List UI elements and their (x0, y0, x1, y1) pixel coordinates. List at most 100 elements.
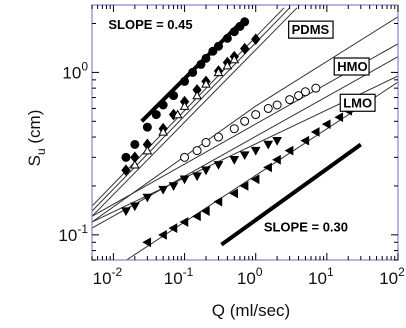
data-point (201, 53, 211, 63)
data-point (214, 41, 224, 51)
fit-line-3 (92, 16, 398, 223)
data-point (300, 87, 310, 97)
data-point (285, 95, 295, 105)
data-point (229, 54, 240, 64)
y-tick-label: 100 (62, 59, 88, 82)
data-point (130, 139, 140, 149)
data-point (263, 103, 273, 113)
data-point (310, 127, 320, 137)
label-pdms: PDMS (292, 22, 330, 37)
fit-line-1 (92, 7, 291, 212)
data-point (158, 185, 168, 195)
data-point (201, 78, 211, 88)
x-axis-label: Q (ml/sec) (212, 301, 290, 320)
data-point (250, 146, 261, 156)
data-point (142, 122, 152, 132)
data-point (213, 196, 223, 207)
data-point (240, 42, 250, 55)
data-point (250, 174, 260, 185)
y-axis-label: Su (cm) (25, 110, 48, 167)
axis-ticks (91, 5, 399, 261)
slope-reference-lines (140, 22, 362, 247)
data-point (311, 83, 321, 93)
data-point (129, 202, 140, 212)
data-point (222, 60, 233, 70)
data-point (201, 166, 211, 176)
data-point (263, 140, 274, 150)
data-point (213, 67, 224, 77)
series-3-circle-open (180, 83, 321, 162)
data-point (229, 156, 240, 165)
data-point (192, 211, 201, 222)
data-point (192, 172, 202, 182)
data-point (172, 109, 183, 119)
y-axis-label-sub: u (34, 148, 48, 155)
fit-line-2 (92, 7, 298, 217)
slope-label-1: SLOPE = 0.30 (264, 219, 348, 234)
data-point (251, 110, 261, 120)
data-point (158, 229, 167, 240)
data-point (284, 145, 294, 156)
y-tick-label: 10-1 (58, 222, 88, 245)
data-point (200, 206, 210, 216)
data-point (196, 59, 206, 69)
data-point (272, 136, 282, 146)
data-point (129, 159, 140, 169)
series-2-triangle-open (129, 54, 240, 169)
data-point (158, 126, 168, 136)
data-point (208, 46, 218, 56)
data-point (192, 90, 202, 100)
data-point (158, 100, 168, 110)
data-point (201, 138, 211, 148)
x-tick-label: 101 (308, 265, 334, 288)
label-box-lmo (339, 93, 376, 112)
data-point (321, 119, 331, 130)
annotations: SLOPE = 0.45 SLOPE = 0.30 PDMS HMO LMO (108, 17, 376, 234)
data-point (168, 182, 179, 191)
data-point (222, 33, 232, 43)
fit-lines (92, 7, 398, 260)
data-point (142, 145, 153, 155)
label-box-hmo (333, 57, 370, 76)
series-0-circle-filled (121, 17, 250, 162)
y-axis-label-main: S (25, 155, 44, 166)
data-point (240, 17, 250, 27)
x-tick-label: 10-2 (93, 265, 123, 288)
data-point (168, 223, 178, 233)
data-point (239, 151, 250, 161)
series-4-triangle-down-filled (121, 136, 282, 217)
data-point (169, 91, 179, 101)
data-point (272, 100, 282, 110)
data-point (229, 27, 239, 37)
data-point (240, 116, 250, 126)
label-box-pdms (288, 20, 334, 39)
data-point (251, 33, 261, 46)
data-point (334, 112, 344, 123)
data-point (263, 162, 272, 173)
data-point (121, 207, 131, 217)
data-point (188, 67, 198, 77)
x-tick-label: 100 (237, 265, 263, 288)
data-point (180, 76, 190, 86)
data-point (151, 110, 161, 120)
fit-line-5 (92, 56, 398, 229)
data-markers (121, 17, 352, 248)
data-point (121, 152, 131, 162)
data-point (239, 181, 249, 191)
data-point (180, 152, 190, 162)
data-point (142, 237, 152, 248)
data-point (229, 124, 239, 134)
label-hmo: HMO (337, 59, 367, 74)
data-point (192, 146, 202, 156)
data-point (179, 101, 190, 110)
slope-label-0: SLOPE = 0.45 (108, 17, 192, 32)
data-point (294, 91, 304, 101)
data-point (214, 132, 224, 142)
slope-line-0_3 (220, 142, 362, 247)
data-point (179, 175, 190, 185)
data-point (300, 135, 310, 146)
x-tick-label: 10-1 (164, 265, 194, 288)
label-lmo: LMO (343, 95, 372, 110)
